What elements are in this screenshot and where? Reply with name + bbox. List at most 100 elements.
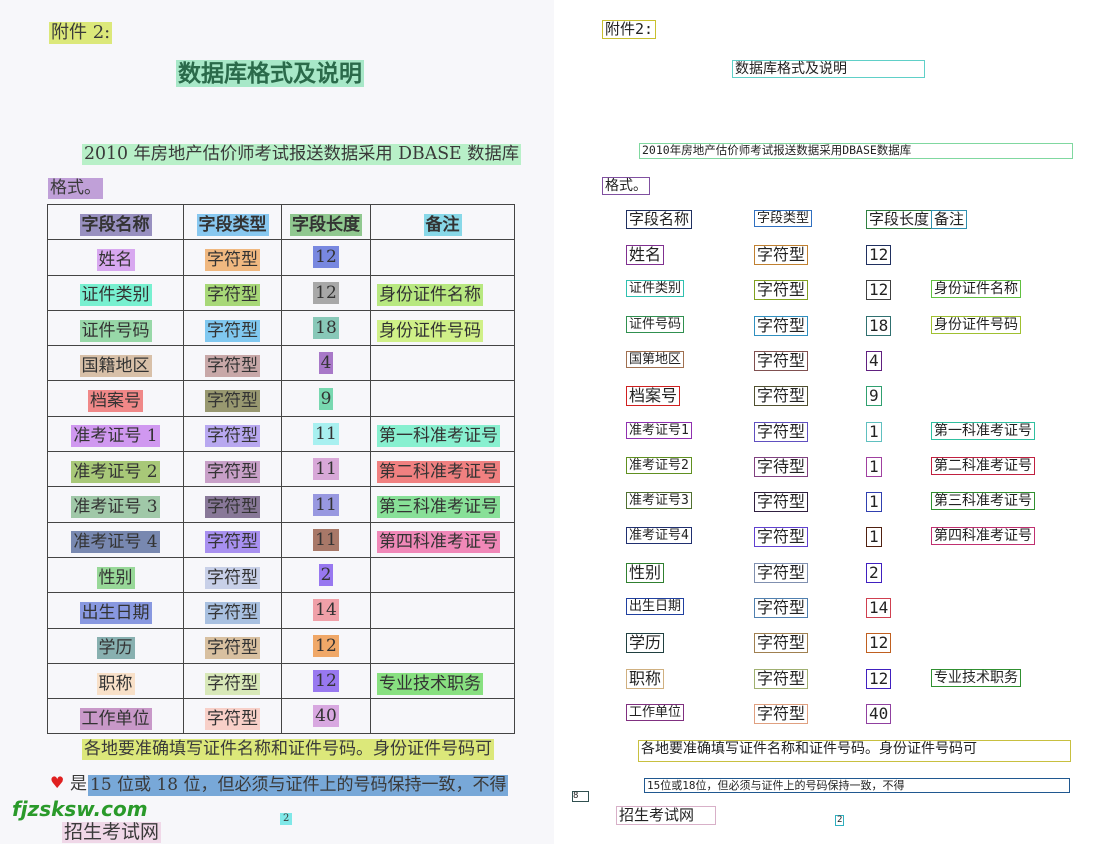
cell-field-note <box>370 627 515 664</box>
ocr-row-field-type: 字符型 <box>754 598 809 618</box>
field-length-text: 字段长度 <box>290 213 362 236</box>
field-type-text: 字符型 <box>205 354 260 377</box>
table-row: 准考证号 1 字符型 11 第一科准考证号 <box>47 415 515 453</box>
field-note-text: 备注 <box>423 213 462 236</box>
cell-field-name: 准考证号 2 <box>47 451 184 488</box>
ocr-row-field-name: 职称 <box>626 668 665 689</box>
cell-field-note <box>370 239 515 276</box>
field-length-text: 9 <box>318 387 334 410</box>
field-type-text: 字段类型 <box>196 213 269 236</box>
table-row: 证件类别 字符型 12 身份证件名称 <box>47 274 515 311</box>
cell-field-type: 字符型 <box>183 662 282 700</box>
ocr-row-field-length: 18 <box>866 315 892 336</box>
field-name-text: 学历 <box>96 637 135 660</box>
ocr-intro-line-2: 格式。 <box>602 177 650 195</box>
ocr-attachment-label: 附件2: <box>602 20 657 39</box>
field-type-text: 字符型 <box>205 248 260 271</box>
cell-field-name: 证件类别 <box>47 274 184 311</box>
table-row: 准考证号 4 字符型 11 第四科准考证号 <box>47 521 515 558</box>
cell-field-type: 字符型 <box>183 627 282 664</box>
ocr-row-field-length: 9 <box>866 386 882 407</box>
cell-field-type: 字符型 <box>183 309 282 347</box>
cell-field-name: 职称 <box>47 662 184 700</box>
field-name-text: 准考证号 4 <box>71 531 160 554</box>
ocr-row-field-note: 身份证件名称 <box>931 280 1021 299</box>
field-length-text: 11 <box>313 528 339 551</box>
ocr-row-field-note: 第三科准考证号 <box>931 492 1035 511</box>
table-row: 学历 字符型 12 <box>47 627 515 664</box>
field-type-text: 字符型 <box>205 496 260 519</box>
table-row: 出生日期 字符型 14 <box>47 592 515 629</box>
field-note-text: 第三科准考证号 <box>377 496 500 519</box>
cell-field-note <box>370 698 515 735</box>
cell-field-length: 11 <box>281 521 371 558</box>
field-type-text: 字符型 <box>205 319 260 342</box>
heart-icon: ♥ <box>50 773 65 792</box>
cell-field-note <box>370 345 515 382</box>
field-note-text: 身份证件名称 <box>377 284 483 307</box>
ocr-row-field-type: 字符型 <box>754 280 809 301</box>
cell-field-length: 40 <box>281 698 371 735</box>
cell-field-length: 4 <box>281 345 371 382</box>
field-name-text: 准考证号 2 <box>71 460 160 483</box>
source-document-image: 附件 2: 数据库格式及说明 2010 年房地产估价师考试报送数据采用 DBAS… <box>12 22 522 843</box>
field-note-text: 身份证件号码 <box>377 319 483 342</box>
cell-field-type: 字符型 <box>183 380 282 417</box>
ocr-row-field-type: 字符型 <box>754 527 809 548</box>
cell-field-length: 2 <box>281 556 371 594</box>
cell-field-length: 9 <box>281 380 371 417</box>
ocr-row-field-length: 14 <box>866 598 892 618</box>
ocr-row-field-type: 字符型 <box>754 245 809 265</box>
table-row: 职称 字符型 12 专业技术职务 <box>47 662 515 700</box>
field-note-text: 第四科准考证号 <box>377 531 500 554</box>
ocr-row-field-length: 1 <box>866 492 882 513</box>
ocr-header-field-name: 字段名称 <box>626 210 693 229</box>
field-type-text: 字符型 <box>205 460 260 483</box>
cell-field-note <box>370 556 515 594</box>
field-type-text: 字符型 <box>205 390 260 413</box>
ocr-header-field-type: 字段类型 <box>754 210 813 227</box>
field-name-text: 国籍地区 <box>79 354 152 377</box>
cell-field-type: 字符型 <box>183 556 282 594</box>
footer-line-1: 各地要准确填写证件名称和证件号码。身份证件号码可 <box>82 739 494 760</box>
cell-field-name: 性别 <box>47 556 184 594</box>
ocr-row-field-name: 证件号码 <box>626 315 685 333</box>
cell-field-name: 准考证号 3 <box>47 486 184 523</box>
cell-field-name: 姓名 <box>47 239 184 276</box>
ocr-row-field-length: 40 <box>866 703 892 724</box>
header-field-type: 字段类型 <box>183 203 282 241</box>
page-number: 2 <box>280 813 293 825</box>
ocr-intro-line-1: 2010年房地产估价师考试报送数据采用DBASE数据库 <box>639 143 1073 159</box>
cell-field-name: 准考证号 4 <box>47 521 184 558</box>
table-row: 准考证号 3 字符型 11 第三科准考证号 <box>47 486 515 523</box>
table-row: 性别 字符型 2 <box>47 556 515 594</box>
table-row: 国籍地区 字符型 4 <box>47 345 515 382</box>
ocr-row-field-name: 证件类别 <box>626 280 685 298</box>
ocr-document-title: 数据库格式及说明 <box>732 60 925 78</box>
ocr-row-field-length: 4 <box>866 350 882 371</box>
attachment-label: 附件 2: <box>49 22 113 44</box>
cell-field-note: 身份证件名称 <box>370 274 515 311</box>
field-length-text: 2 <box>318 564 334 587</box>
field-length-text: 11 <box>313 422 339 445</box>
ocr-header-field-note: 备注 <box>931 210 968 229</box>
cell-field-name: 国籍地区 <box>47 345 184 382</box>
cell-field-note: 第一科准考证号 <box>370 415 515 453</box>
ocr-row-field-name: 档案号 <box>626 386 681 407</box>
field-note-text: 第一科准考证号 <box>377 425 500 448</box>
cell-field-type: 字符型 <box>183 415 282 453</box>
field-name-text: 准考证号 3 <box>71 496 160 519</box>
ocr-row-field-length: 2 <box>866 562 882 583</box>
cell-field-note: 身份证件号码 <box>370 309 515 347</box>
table-header-row: 字段名称 字段类型 字段长度 备注 <box>47 203 515 241</box>
field-name-text: 准考证号 1 <box>71 425 160 448</box>
cell-field-length: 18 <box>281 309 371 347</box>
table-row: 工作单位 字符型 40 <box>47 698 515 735</box>
field-name-text: 字段名称 <box>79 213 152 236</box>
ocr-row-field-type: 字符型 <box>754 668 809 689</box>
cell-field-name: 学历 <box>47 627 184 664</box>
ocr-header-field-length: 字段长度 <box>866 210 933 229</box>
cell-field-type: 字符型 <box>183 274 282 311</box>
document-title: 数据库格式及说明 <box>176 60 364 87</box>
field-name-text: 证件号码 <box>79 319 152 342</box>
